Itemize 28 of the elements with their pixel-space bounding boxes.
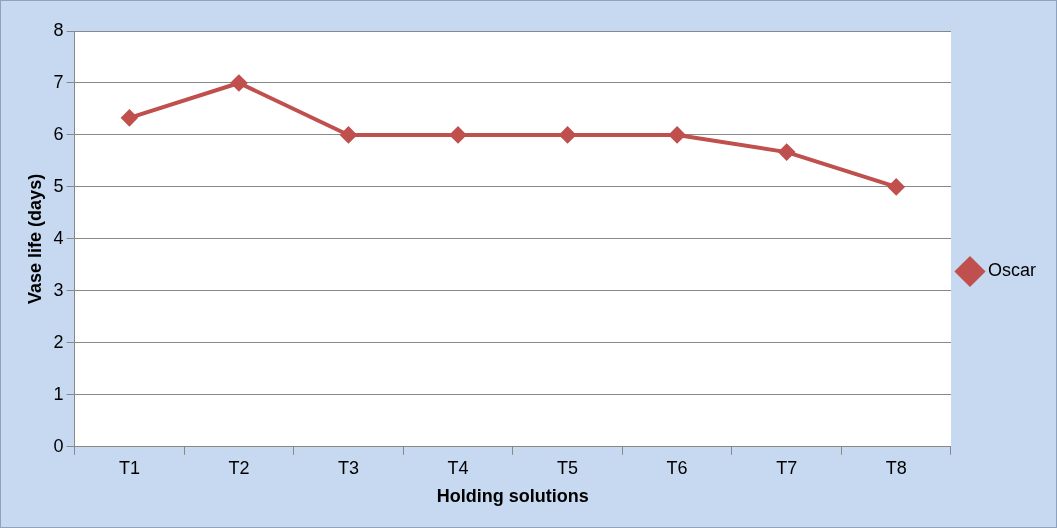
y-tick-label: 3 (53, 279, 64, 300)
y-tick-label: 2 (53, 331, 64, 352)
y-tick-label: 1 (53, 383, 64, 404)
y-tick-label: 6 (53, 123, 64, 144)
point (121, 109, 138, 126)
y-tick-label: 5 (53, 175, 64, 196)
x-tick-label: T7 (776, 457, 798, 478)
point (888, 178, 905, 195)
x-tick-label: T5 (557, 457, 579, 478)
y-tick-label: 0 (53, 435, 64, 456)
point (559, 126, 576, 143)
y-tick-label: 4 (53, 227, 64, 248)
x-tick-label: T8 (885, 457, 907, 478)
x-tick-label: T3 (337, 457, 359, 478)
x-axis-title: Holding solutions (436, 486, 589, 507)
y-tick-label: 7 (53, 71, 64, 92)
point (450, 126, 467, 143)
point (778, 144, 795, 161)
x-tick-label: T4 (447, 457, 469, 478)
point (669, 126, 686, 143)
point (340, 126, 357, 143)
x-tick-label: T2 (228, 457, 250, 478)
x-tick-label: T1 (118, 457, 140, 478)
y-tick-label: 8 (53, 19, 64, 40)
legend-label: Oscar (987, 260, 1037, 281)
y-axis-title: Vase life (days) (24, 173, 45, 304)
point (230, 74, 247, 91)
x-tick-label: T6 (666, 457, 688, 478)
